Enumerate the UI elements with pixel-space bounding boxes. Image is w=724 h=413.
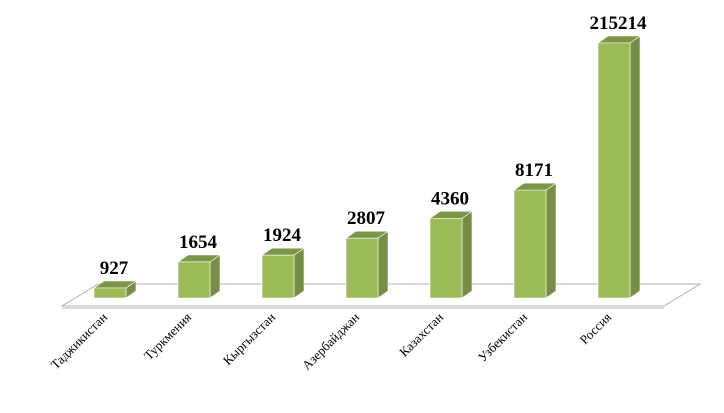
data-label: 2807: [347, 208, 386, 229]
x-tick-label: Россия: [576, 310, 614, 348]
bar-side: [629, 35, 641, 299]
x-tick-label: Туркмения: [141, 310, 194, 363]
x-tick-label: Азербайджан: [299, 309, 362, 372]
data-label: 1654: [179, 232, 218, 253]
bar-side: [209, 254, 221, 299]
bar-front: [513, 189, 547, 299]
bar-side: [545, 182, 557, 299]
bar: [261, 247, 305, 299]
bar: [429, 210, 473, 299]
data-label: 927: [100, 258, 129, 279]
data-label: 215214: [590, 13, 648, 34]
bar-side: [461, 210, 473, 299]
x-tick-label: Узбекистан: [475, 309, 530, 364]
bar-side: [377, 230, 389, 299]
bar: [597, 35, 641, 299]
bar-front: [597, 42, 631, 299]
x-tick-label: Казахстан: [396, 309, 446, 359]
bar: [177, 254, 221, 299]
data-label: 4360: [431, 188, 469, 209]
bar: [513, 182, 557, 299]
bar: [345, 230, 389, 299]
x-tick-label: Таджикистан: [47, 309, 110, 372]
bar-front: [93, 287, 127, 299]
bar-front: [345, 237, 379, 299]
bar-front: [177, 261, 211, 299]
bar: [93, 280, 137, 299]
data-label: 1924: [263, 225, 302, 246]
x-tick-label: Кыргызстан: [220, 309, 278, 367]
data-label: 8171: [515, 160, 553, 181]
bar-front: [429, 218, 463, 299]
bar-side: [293, 247, 305, 299]
chart-floor-edge: [62, 306, 664, 309]
bar-front: [261, 254, 295, 299]
